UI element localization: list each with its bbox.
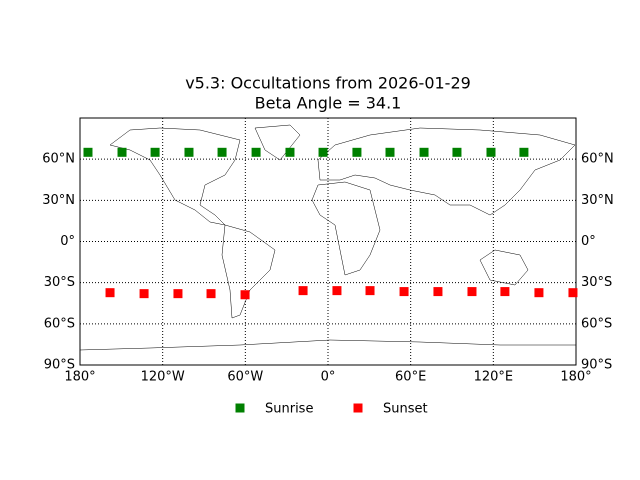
y-tick-label: 30°S [44,275,75,290]
y-tick-label-right: 60°N [581,152,614,167]
y-tick-label-right: 0° [581,234,596,249]
y-tick-label-right: 30°N [581,193,614,208]
marker [105,288,115,298]
marker [352,147,362,157]
marker [500,287,510,297]
marker [318,147,328,157]
x-tick-label: 120°W [141,370,185,385]
marker [83,147,93,157]
marker [217,147,227,157]
marker [251,147,261,157]
y-tick-label-right: 90°S [581,358,612,373]
chart-subtitle: Beta Angle = 34.1 [255,94,402,113]
legend-label: Sunset [383,402,428,417]
marker [206,289,216,299]
marker [298,286,308,296]
marker [486,147,496,157]
marker [419,147,429,157]
legend-label: Sunrise [265,402,313,417]
marker [467,287,477,297]
y-tick-label: 60°N [42,152,75,167]
y-tick-label: 60°S [44,316,75,331]
y-tick-label: 30°N [42,193,75,208]
legend-marker [353,403,363,413]
y-tick-label-right: 30°S [581,275,612,290]
marker [184,147,194,157]
y-tick-label-right: 60°S [581,316,612,331]
marker [150,147,160,157]
chart-title: v5.3: Occultations from 2026-01-29 [185,74,471,93]
marker [117,147,127,157]
x-tick-label: 120°E [474,370,514,385]
marker [519,147,529,157]
x-tick-label: 60°E [395,370,426,385]
x-tick-label: 180° [64,370,95,385]
coastlines [79,124,576,351]
x-tick-label: 60°W [227,370,263,385]
marker [365,286,375,296]
marker [568,288,578,298]
marker [139,289,149,299]
marker [173,289,183,299]
marker [240,290,250,300]
marker [385,147,395,157]
marker [452,147,462,157]
y-tick-label: 90°S [44,358,75,373]
marker [399,287,409,297]
legend-marker [235,403,245,413]
marker [285,147,295,157]
marker [332,286,342,296]
x-tick-label: 180° [560,370,591,385]
marker [534,288,544,298]
y-tick-label: 0° [60,234,75,249]
marker [433,287,443,297]
x-tick-label: 0° [321,370,336,385]
